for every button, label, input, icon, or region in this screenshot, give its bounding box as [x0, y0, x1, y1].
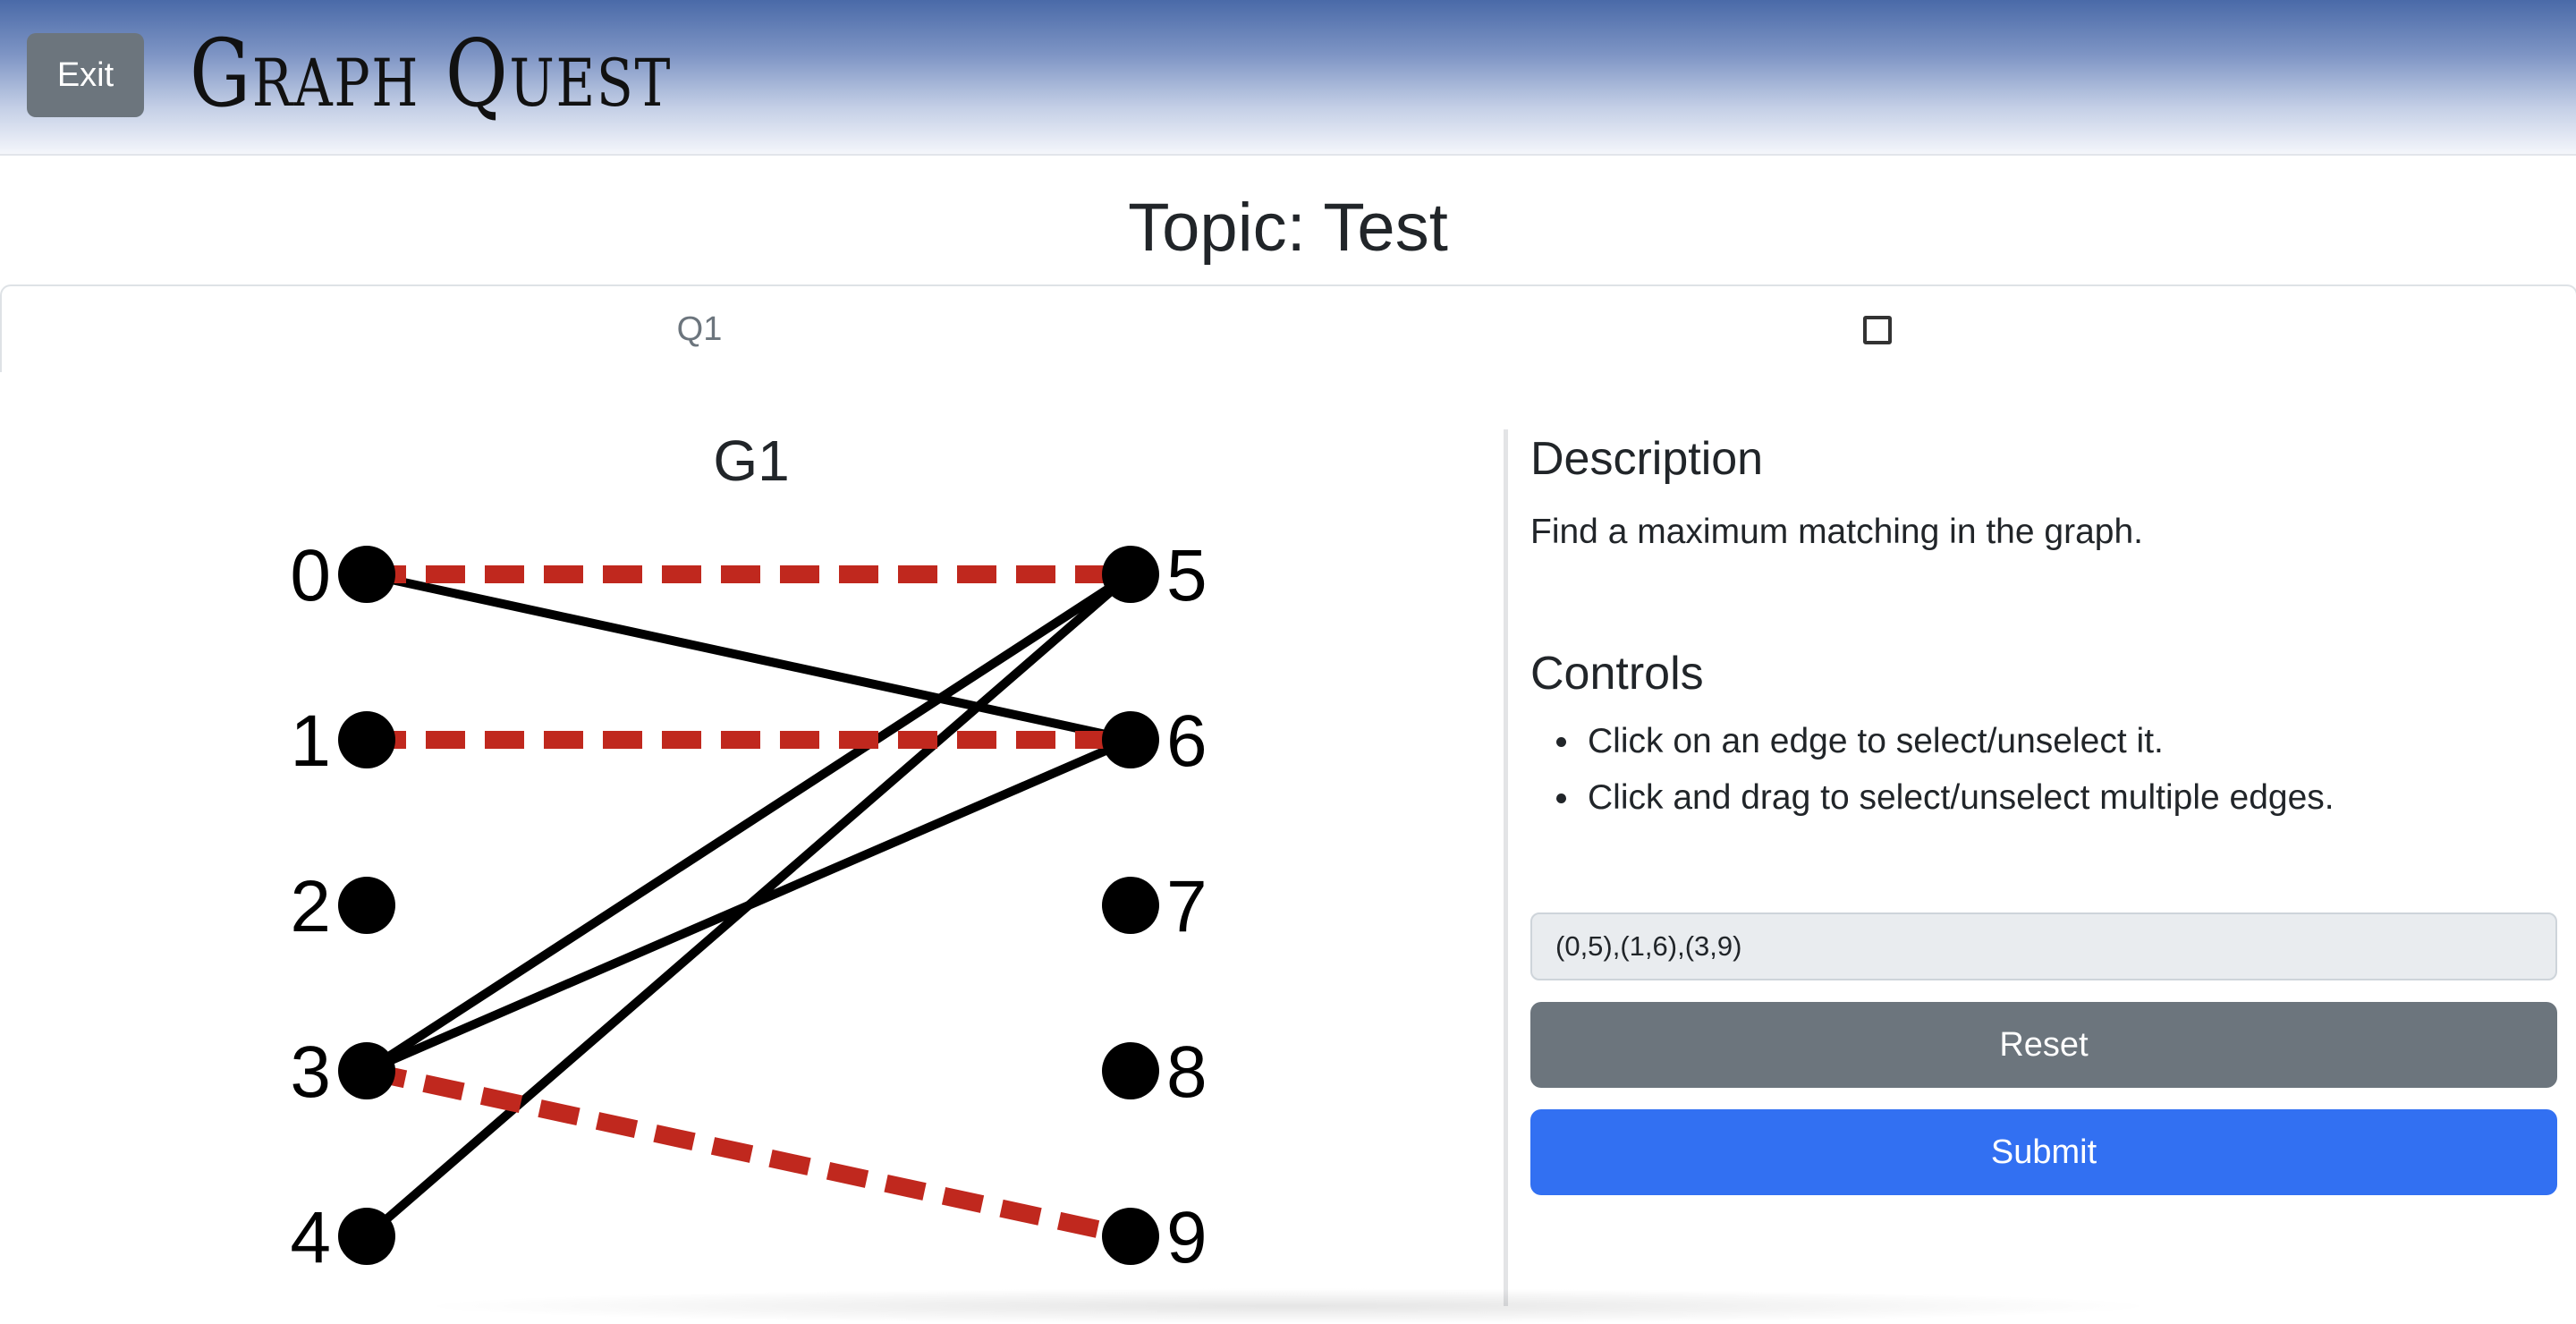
- topic-title: Topic: Test: [1128, 190, 1448, 266]
- description-text: Find a maximum matching in the graph.: [1530, 513, 2143, 551]
- controls-item: Click on an edge to select/unselect it.: [1530, 713, 2334, 769]
- node-8[interactable]: [1102, 1042, 1159, 1099]
- node-label-9: 9: [1166, 1197, 1208, 1278]
- bullet-icon: [1556, 737, 1566, 747]
- node-6[interactable]: [1102, 711, 1159, 768]
- app-header: Exit Graph Quest: [0, 0, 2576, 156]
- edge-3-5[interactable]: [362, 570, 1135, 1075]
- edge-3-9[interactable]: [364, 1062, 1133, 1245]
- controls-list: Click on an edge to select/unselect it. …: [1530, 713, 2334, 826]
- graph-title: G1: [713, 429, 790, 493]
- node-label-8: 8: [1166, 1031, 1208, 1113]
- question-checkbox[interactable]: [1863, 316, 1892, 344]
- node-label-5: 5: [1166, 535, 1208, 616]
- answer-field[interactable]: (0,5),(1,6),(3,9): [1530, 912, 2557, 980]
- node-label-6: 6: [1166, 700, 1208, 782]
- question-tabs: Q1: [0, 284, 2576, 372]
- graph-canvas[interactable]: 0 1 2 3 4 5 6 7 8 9: [0, 483, 1503, 1319]
- controls-item: Click and drag to select/unselect multip…: [1530, 769, 2334, 826]
- description-heading: Description: [1530, 433, 1764, 485]
- edge-4-5[interactable]: [362, 570, 1135, 1241]
- node-2[interactable]: [338, 877, 395, 934]
- edge-0-6[interactable]: [362, 570, 1135, 744]
- node-4[interactable]: [338, 1208, 395, 1265]
- node-3[interactable]: [338, 1042, 395, 1099]
- node-label-4: 4: [290, 1197, 331, 1278]
- tab-q1[interactable]: Q1: [676, 310, 723, 348]
- node-1[interactable]: [338, 711, 395, 768]
- node-7[interactable]: [1102, 877, 1159, 934]
- node-label-3: 3: [290, 1031, 331, 1113]
- node-label-7: 7: [1166, 866, 1208, 947]
- reset-button[interactable]: Reset: [1530, 1002, 2557, 1088]
- node-label-0: 0: [290, 535, 331, 616]
- node-9[interactable]: [1102, 1208, 1159, 1265]
- controls-heading: Controls: [1530, 648, 1704, 700]
- bullet-icon: [1556, 794, 1566, 803]
- controls-item-text: Click on an edge to select/unselect it.: [1588, 722, 2164, 760]
- submit-button[interactable]: Submit: [1530, 1109, 2557, 1195]
- app-logo: Graph Quest: [190, 19, 673, 128]
- node-5[interactable]: [1102, 546, 1159, 603]
- node-0[interactable]: [338, 546, 395, 603]
- bottom-shadow: [411, 1288, 2165, 1324]
- exit-button[interactable]: Exit: [27, 33, 144, 117]
- panel-divider: [1504, 429, 1508, 1306]
- controls-item-text: Click and drag to select/unselect multip…: [1588, 778, 2334, 817]
- node-label-2: 2: [290, 866, 331, 947]
- node-label-1: 1: [290, 700, 331, 782]
